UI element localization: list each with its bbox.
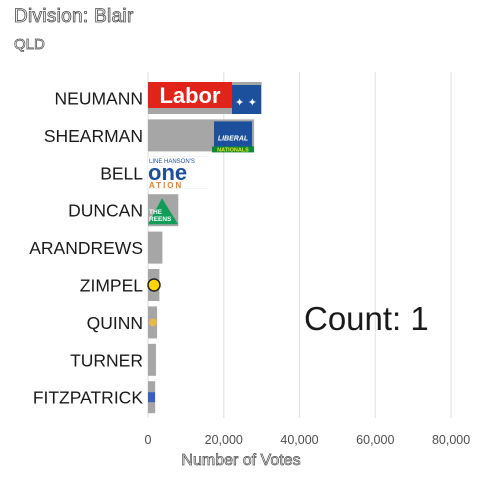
bar xyxy=(148,231,163,264)
one-nation-logo-text: one xyxy=(148,160,187,185)
x-axis-label: Number of Votes xyxy=(181,452,301,470)
count-annotation: Count: 1 xyxy=(304,300,429,337)
x-tick-label: 40,000 xyxy=(280,433,318,447)
y-tick-label: BELL xyxy=(100,163,143,183)
y-tick-label: DUNCAN xyxy=(68,201,143,221)
labor-logo xyxy=(148,82,232,108)
y-tick-label: FITZPATRICK xyxy=(33,388,144,408)
nation-logo-text: ATION xyxy=(149,181,183,190)
x-tick-label: 60,000 xyxy=(356,433,394,447)
y-tick-label: NEUMANN xyxy=(55,89,143,109)
stars-icon: ✦ ✦ xyxy=(235,96,257,109)
x-tick-label: 0 xyxy=(145,433,152,447)
nationals-band xyxy=(212,146,254,153)
bar xyxy=(148,343,156,376)
chart-subtitle: QLD xyxy=(14,36,46,54)
party-logo-icon xyxy=(149,318,157,327)
labor-logo-text: Labor xyxy=(159,83,221,108)
greens-logo xyxy=(148,198,178,225)
liberal-logo xyxy=(214,121,252,148)
liberal-logo-text: LIBERAL xyxy=(218,135,248,142)
y-tick-label: TURNER xyxy=(70,350,143,370)
y-tick-label: ZIMPEL xyxy=(80,276,143,296)
labor-flag-icon xyxy=(232,85,261,114)
y-tick-label: QUINN xyxy=(87,313,143,333)
one-nation-logo xyxy=(148,156,209,189)
greens-logo-text: THE xyxy=(149,209,163,216)
chart-title: Division: Blair xyxy=(14,6,134,28)
party-logo-icon xyxy=(147,278,161,292)
party-logo-icon xyxy=(148,392,155,403)
greens-logo-text-2: REENS xyxy=(149,216,172,223)
y-tick-label: SHEARMAN xyxy=(44,126,143,146)
x-tick-label: 80,000 xyxy=(432,433,470,447)
nationals-logo-text: NATIONALS xyxy=(217,147,249,153)
y-tick-label: ARANDREWS xyxy=(29,238,143,258)
one-nation-small-text: LINE HANSON'S xyxy=(149,159,195,165)
x-tick-label: 20,000 xyxy=(205,433,243,447)
